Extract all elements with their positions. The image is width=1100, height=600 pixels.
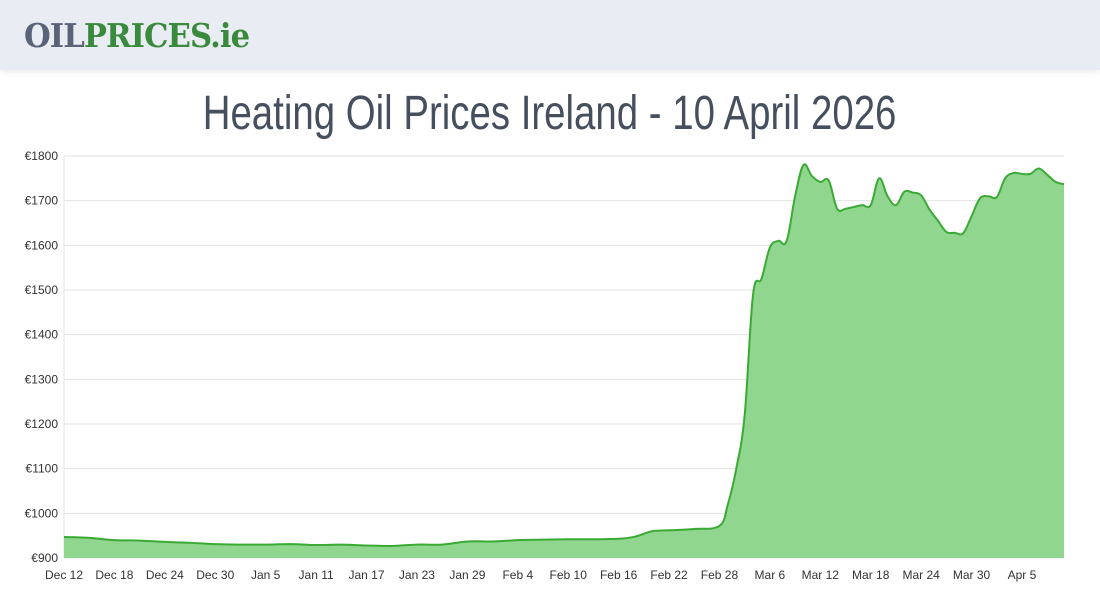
y-tick-label: €900	[31, 551, 58, 565]
x-tick-label: Jan 29	[449, 568, 485, 582]
page-title-text: Heating Oil Prices Ireland - 10 April 20…	[203, 87, 897, 140]
x-tick-label: Mar 24	[902, 568, 940, 582]
x-tick-label: Mar 18	[852, 568, 890, 582]
x-tick-label: Jan 5	[251, 568, 281, 582]
y-tick-label: €1000	[25, 506, 59, 520]
x-tick-label: Jan 11	[299, 568, 334, 582]
x-tick-label: Mar 30	[953, 568, 991, 582]
y-tick-label: €1400	[25, 328, 59, 342]
y-tick-label: €1700	[25, 194, 59, 208]
logo-text-oil: OIL	[24, 16, 85, 55]
price-area-fill	[64, 164, 1064, 558]
x-tick-label: Feb 22	[650, 568, 688, 582]
y-tick-label: €1800	[25, 149, 59, 163]
x-tick-label: Feb 4	[502, 568, 533, 582]
x-tick-label: Dec 18	[95, 568, 133, 582]
x-tick-label: Dec 24	[146, 568, 184, 582]
x-tick-label: Mar 12	[802, 568, 840, 582]
y-tick-label: €1100	[26, 462, 59, 476]
x-tick-label: Jan 23	[399, 568, 435, 582]
y-tick-label: €1500	[25, 283, 59, 297]
y-tick-label: €1300	[25, 372, 59, 386]
x-tick-label: Feb 10	[550, 568, 588, 582]
y-tick-label: €1200	[25, 417, 59, 431]
x-tick-label: Apr 5	[1008, 568, 1037, 582]
x-tick-label: Mar 6	[755, 568, 786, 582]
x-tick-label: Feb 16	[600, 568, 638, 582]
site-header: OILPRICES.ie	[0, 0, 1100, 70]
x-tick-label: Jan 17	[349, 568, 385, 582]
site-logo[interactable]: OILPRICES.ie	[24, 16, 250, 55]
x-tick-label: Dec 30	[196, 568, 234, 582]
x-tick-label: Dec 12	[45, 568, 83, 582]
y-tick-label: €1600	[25, 238, 59, 252]
price-line	[63, 163, 1065, 547]
x-tick-label: Feb 28	[701, 568, 739, 582]
logo-text-prices: PRICES.ie	[83, 16, 250, 55]
page-title: Heating Oil Prices Ireland - 10 April 20…	[0, 86, 1100, 141]
